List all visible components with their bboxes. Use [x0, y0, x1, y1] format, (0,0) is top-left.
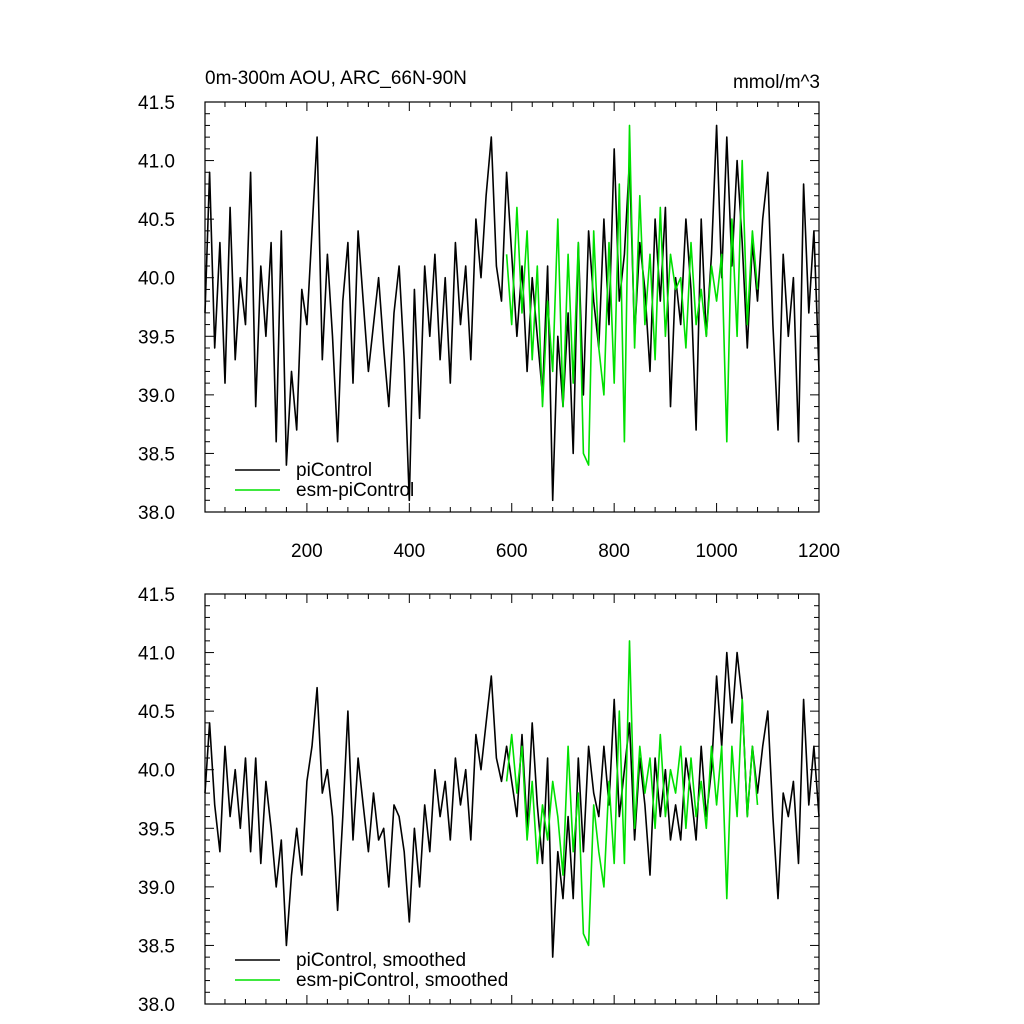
y-tick-label: 38.5	[138, 936, 175, 957]
y-tick-label: 41.5	[138, 93, 175, 114]
x-tick-label: 400	[393, 541, 425, 562]
legend-label: piControl	[296, 460, 372, 481]
series-line-esm-picontrol	[505, 124, 759, 466]
top-panel-raw: 38.0 38.5 39.0 39.5 40.0 40.5 41.0 41.5 200 400 60…	[138, 93, 840, 562]
y-tick-label: 41.0	[138, 644, 175, 665]
y-tick-label: 41.5	[138, 585, 175, 606]
y-tick-label: 40.5	[138, 210, 175, 231]
series-line-picontrol	[204, 124, 820, 502]
series-line-picontrol-smoothed	[204, 651, 820, 958]
y-tick-label: 40.0	[138, 269, 175, 290]
legend-label: esm-piControl, smoothed	[296, 970, 508, 991]
legend-label: esm-piControl	[296, 480, 414, 501]
y-tick-label: 40.0	[138, 761, 175, 782]
y-tick-label: 39.5	[138, 819, 175, 840]
series-line-esm-picontrol-smoothed	[505, 640, 759, 947]
bottom-panel-smoothed: 38.0 38.5 39.0 39.5 40.0 40.5 41.0 41.5 piContro…	[138, 585, 820, 1016]
y-tick-label: 41.0	[138, 152, 175, 173]
y-tick-label: 38.0	[138, 995, 175, 1016]
x-tick-label: 1200	[798, 541, 840, 562]
x-tick-label: 600	[496, 541, 528, 562]
x-tick-label: 1000	[695, 541, 737, 562]
x-tick-label: 200	[291, 541, 323, 562]
y-tick-label: 39.0	[138, 386, 175, 407]
y-tick-label: 38.5	[138, 444, 175, 465]
y-tick-label: 39.0	[138, 878, 175, 899]
legend-label: piControl, smoothed	[296, 950, 466, 971]
chart-units-label: mmol/m^3	[733, 72, 820, 93]
y-tick-label: 38.0	[138, 503, 175, 524]
x-tick-label: 800	[598, 541, 630, 562]
chart-title-left: 0m-300m AOU, ARC_66N-90N	[205, 68, 467, 89]
y-tick-label: 40.5	[138, 702, 175, 723]
y-tick-label: 39.5	[138, 327, 175, 348]
